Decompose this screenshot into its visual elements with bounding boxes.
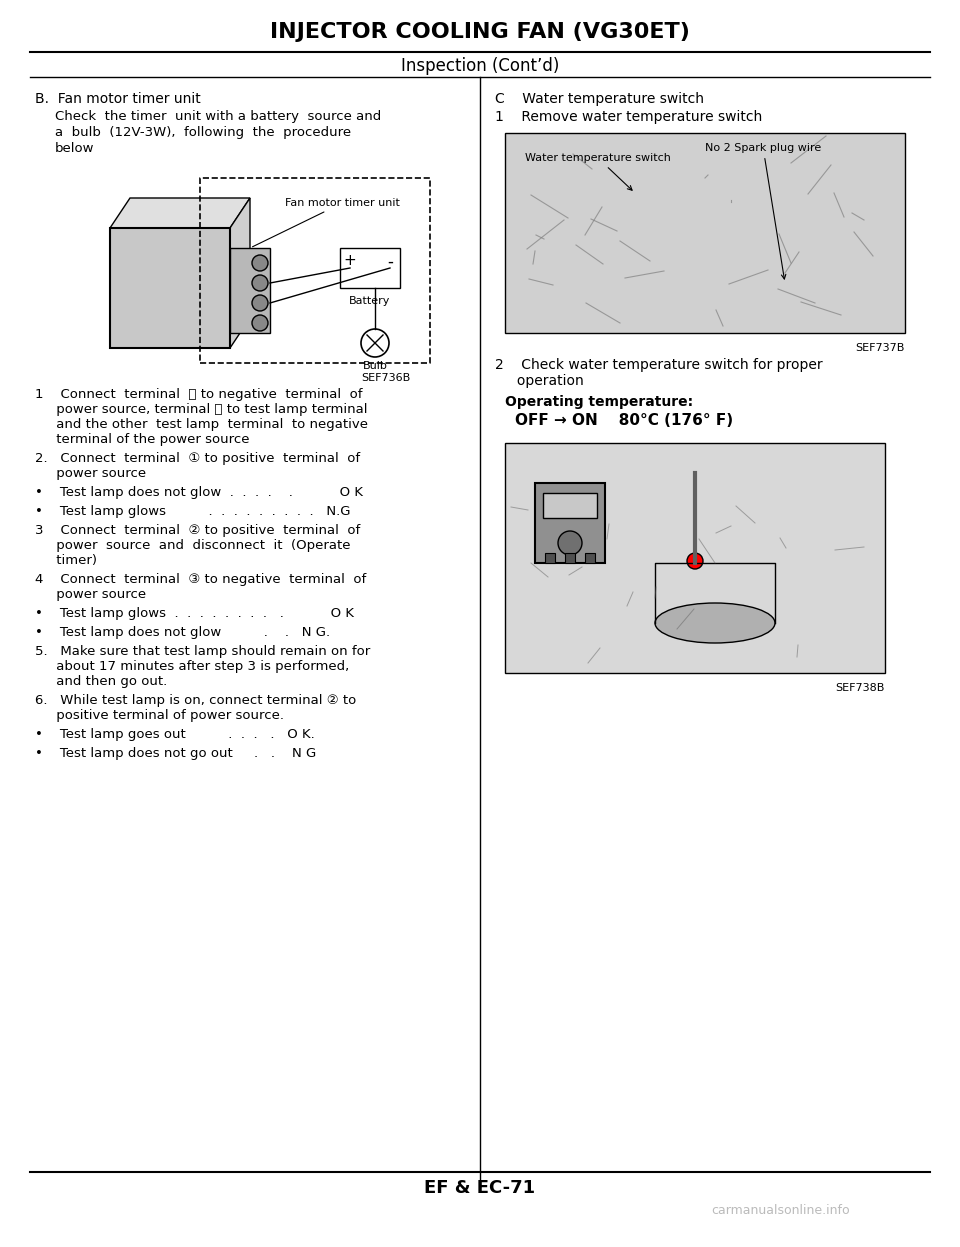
Text: INJECTOR COOLING FAN (VG30ET): INJECTOR COOLING FAN (VG30ET) [270, 22, 690, 42]
Text: SEF737B: SEF737B [855, 343, 905, 353]
Text: OFF → ON    80°C (176° F): OFF → ON 80°C (176° F) [515, 413, 733, 428]
Circle shape [361, 329, 389, 357]
Text: -: - [387, 253, 393, 271]
Text: •    Test lamp does not glow  .  .  .  .    .           O K: • Test lamp does not glow . . . . . O K [35, 486, 363, 499]
Text: and then go out.: and then go out. [35, 675, 167, 688]
Text: 2    Check water temperature switch for proper: 2 Check water temperature switch for pro… [495, 358, 823, 372]
Text: Fan motor timer unit: Fan motor timer unit [252, 198, 400, 247]
Bar [565, 552, 575, 562]
Polygon shape [110, 228, 230, 348]
Circle shape [252, 254, 268, 271]
Text: Check  the timer  unit with a battery  source and: Check the timer unit with a battery sour… [55, 110, 381, 123]
Text: about 17 minutes after step 3 is performed,: about 17 minutes after step 3 is perform… [35, 660, 349, 673]
Text: below: below [55, 142, 94, 155]
Text: 6.   While test lamp is on, connect terminal ② to: 6. While test lamp is on, connect termin… [35, 695, 356, 707]
Text: 1    Connect  terminal  ⓖ to negative  terminal  of: 1 Connect terminal ⓖ to negative termina… [35, 388, 363, 402]
Text: Inspection (Cont’d): Inspection (Cont’d) [401, 57, 559, 75]
Bar [543, 493, 597, 518]
Circle shape [558, 531, 582, 555]
Circle shape [252, 296, 268, 311]
Circle shape [252, 276, 268, 291]
Text: •    Test lamp glows  .  .  .  .  .  .  .  .   .           O K: • Test lamp glows . . . . . . . . . O K [35, 607, 354, 620]
Text: Bulb: Bulb [363, 360, 388, 372]
Text: Battery: Battery [349, 296, 391, 306]
Text: power source: power source [35, 589, 146, 601]
Text: 5.   Make sure that test lamp should remain on for: 5. Make sure that test lamp should remai… [35, 645, 371, 658]
Text: •    Test lamp goes out          .  .  .   .   O K.: • Test lamp goes out . . . . O K. [35, 728, 315, 741]
Text: SEF736B: SEF736B [361, 373, 410, 383]
Polygon shape [110, 198, 250, 228]
Bar [505, 443, 885, 673]
Polygon shape [230, 198, 250, 348]
Text: C    Water temperature switch: C Water temperature switch [495, 92, 704, 106]
Text: No 2 Spark plug wire: No 2 Spark plug wire [705, 143, 821, 279]
Text: power source, terminal ⓔ to test lamp terminal: power source, terminal ⓔ to test lamp te… [35, 403, 368, 416]
Text: EF & EC-71: EF & EC-71 [424, 1178, 536, 1197]
Bar [585, 552, 595, 562]
Text: power  source  and  disconnect  it  (Operate: power source and disconnect it (Operate [35, 539, 350, 552]
Text: positive terminal of power source.: positive terminal of power source. [35, 710, 284, 722]
Text: 3    Connect  terminal  ② to positive  terminal  of: 3 Connect terminal ② to positive termina… [35, 524, 360, 537]
Text: B.  Fan motor timer unit: B. Fan motor timer unit [35, 92, 201, 106]
Bar [545, 552, 555, 562]
Text: Operating temperature:: Operating temperature: [505, 395, 693, 409]
Text: operation: operation [495, 374, 584, 388]
Text: timer): timer) [35, 554, 97, 567]
Text: Water temperature switch: Water temperature switch [525, 153, 671, 191]
Text: 4    Connect  terminal  ③ to negative  terminal  of: 4 Connect terminal ③ to negative termina… [35, 574, 367, 586]
Ellipse shape [655, 604, 775, 643]
Text: 1    Remove water temperature switch: 1 Remove water temperature switch [495, 110, 762, 123]
Circle shape [252, 315, 268, 330]
Text: SEF738B: SEF738B [835, 683, 885, 693]
Circle shape [687, 552, 703, 569]
Text: •    Test lamp glows          .  .  .  .  .  .  .  .  .   N.G: • Test lamp glows . . . . . . . . . N.G [35, 505, 350, 518]
Text: carmanualsonline.info: carmanualsonline.info [711, 1205, 850, 1217]
Text: •    Test lamp does not go out     .   .    N G: • Test lamp does not go out . . N G [35, 747, 316, 759]
Text: 2.   Connect  terminal  ① to positive  terminal  of: 2. Connect terminal ① to positive termin… [35, 451, 360, 465]
Text: •    Test lamp does not glow          .    .   N G.: • Test lamp does not glow . . N G. [35, 626, 330, 638]
Bar [535, 483, 605, 562]
Text: a  bulb  (12V-3W),  following  the  procedure: a bulb (12V-3W), following the procedure [55, 126, 351, 138]
Bar [340, 248, 400, 288]
Text: and the other  test lamp  terminal  to negative: and the other test lamp terminal to nega… [35, 418, 368, 431]
Text: terminal of the power source: terminal of the power source [35, 433, 250, 446]
Polygon shape [230, 248, 270, 333]
Text: +: + [344, 253, 356, 268]
Bar [505, 133, 905, 333]
Text: power source: power source [35, 466, 146, 480]
